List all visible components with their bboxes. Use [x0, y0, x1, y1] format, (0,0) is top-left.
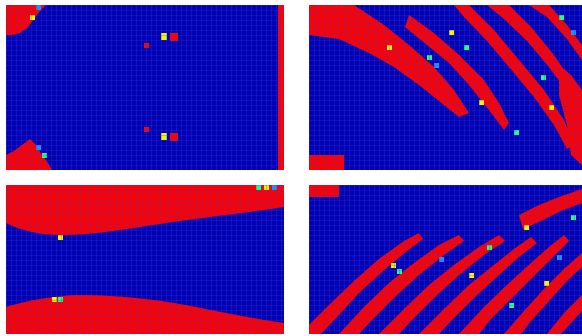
- mesh-grid: [309, 185, 582, 334]
- mesh-grid: [309, 5, 582, 170]
- contour-plot-bottom-left: [6, 185, 284, 334]
- contour-panel-top-left: [6, 5, 284, 170]
- contour-panel-bottom-right: [309, 185, 582, 334]
- contour-plot-top-right: [309, 5, 582, 170]
- contour-plot-top-left: [6, 5, 284, 170]
- mesh-grid: [6, 5, 284, 170]
- mesh-grid: [6, 185, 284, 334]
- contour-panel-bottom-left: [6, 185, 284, 334]
- contour-panel-top-right: [309, 5, 582, 170]
- contour-plot-bottom-right: [309, 185, 582, 334]
